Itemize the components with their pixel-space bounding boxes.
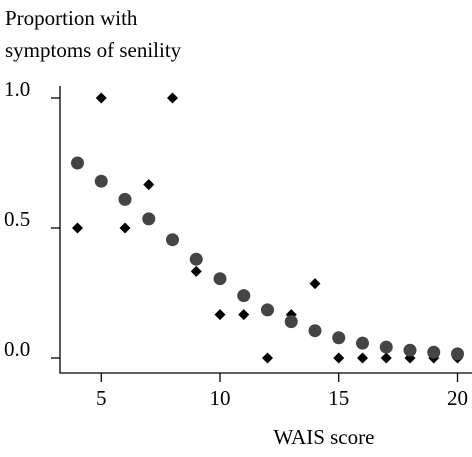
observed-diamond-point <box>380 352 392 364</box>
chart-title-line1: Proportion with <box>5 6 138 30</box>
fitted-circle-point <box>142 212 156 226</box>
fitted-circle-point <box>118 192 132 206</box>
fitted-circle-point <box>71 156 84 170</box>
fitted-circle-point <box>356 336 369 350</box>
fitted-circle-point <box>308 324 322 338</box>
axes-frame <box>59 86 472 374</box>
fitted-circle-point <box>451 347 464 361</box>
observed-diamond-point <box>167 92 178 104</box>
x-tick-label: 20 <box>447 386 468 410</box>
y-tick-label: 0.5 <box>4 207 30 231</box>
fitted-circle-point <box>261 303 274 317</box>
fitted-circle-point <box>166 233 179 247</box>
axis-ticks: 5 10 15 20 0.0 0.5 1.0 <box>4 77 468 410</box>
fitted-circle-point <box>332 331 346 345</box>
observed-diamond-point <box>262 352 273 364</box>
x-tick-label: 5 <box>96 386 107 410</box>
x-axis-label: WAIS score <box>274 425 375 449</box>
y-tick-label: 0.0 <box>4 337 30 361</box>
fitted-circle-point <box>237 289 251 303</box>
fitted-circle-point <box>379 340 393 354</box>
fitted-circle-point <box>427 345 441 359</box>
observed-diamond-point <box>95 92 107 104</box>
y-tick-label: 1.0 <box>4 77 30 101</box>
observed-diamond-point <box>214 309 226 321</box>
observed-diamond-point <box>72 222 83 234</box>
observed-diamond-point <box>309 278 321 290</box>
observed-diamond-point <box>143 179 155 191</box>
data-points <box>71 92 464 364</box>
fitted-circle-point <box>189 252 203 266</box>
observed-diamond-point <box>190 265 202 277</box>
observed-diamond-point <box>119 222 131 234</box>
observed-diamond-point <box>238 309 250 321</box>
observed-diamond-point <box>357 352 368 364</box>
chart-title-line2: symptoms of senility <box>5 38 182 62</box>
fitted-circle-point <box>94 174 108 188</box>
x-tick-label: 15 <box>328 386 349 410</box>
fitted-circle-point <box>213 272 227 286</box>
fitted-circle-point <box>284 315 298 329</box>
fitted-circle-point <box>403 343 417 357</box>
observed-diamond-point <box>333 352 345 364</box>
x-tick-label: 10 <box>210 386 231 410</box>
